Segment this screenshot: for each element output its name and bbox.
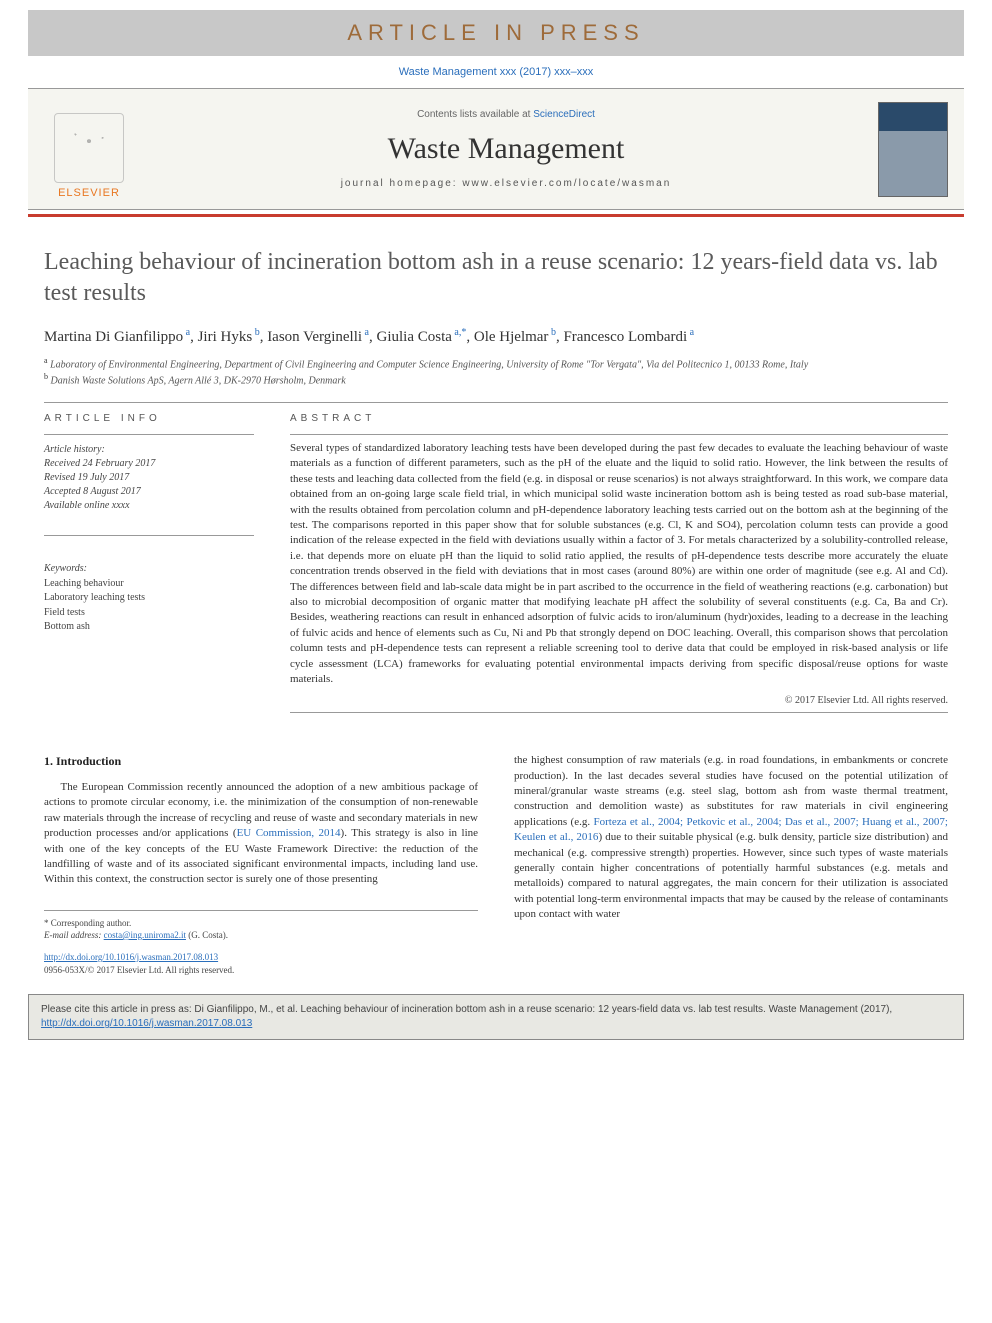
keywords-label: Keywords:: [44, 562, 254, 577]
abstract-column: abstract Several types of standardized l…: [290, 413, 948, 719]
history-received: Received 24 February 2017: [44, 457, 254, 471]
affiliation-a: a Laboratory of Environmental Engineerin…: [44, 356, 948, 372]
keyword: Leaching behaviour: [44, 577, 254, 592]
email-name: (G. Costa).: [188, 930, 228, 940]
citation-text: Please cite this article in press as: Di…: [41, 1004, 892, 1015]
corresponding-author-note: * Corresponding author.: [44, 917, 478, 929]
journal-header: ELSEVIER Contents lists available at Sci…: [28, 88, 964, 210]
doi-link[interactable]: http://dx.doi.org/10.1016/j.wasman.2017.…: [44, 952, 218, 962]
history-online: Available online xxxx: [44, 499, 254, 513]
sciencedirect-link[interactable]: ScienceDirect: [533, 109, 595, 120]
email-line: E-mail address: costa@ing.uniroma2.it (G…: [44, 929, 478, 941]
citation-link[interactable]: EU Commission, 2014: [237, 827, 341, 839]
elsevier-logo[interactable]: ELSEVIER: [44, 99, 134, 199]
publisher-name: ELSEVIER: [58, 187, 120, 199]
article-info-column: article info Article history: Received 2…: [44, 413, 254, 719]
history-revised: Revised 19 July 2017: [44, 471, 254, 485]
header-rule: [28, 214, 964, 217]
history-label: Article history:: [44, 443, 254, 457]
abstract-copyright: © 2017 Elsevier Ltd. All rights reserved…: [290, 695, 948, 706]
article-in-press-banner: ARTICLE IN PRESS: [28, 10, 964, 56]
keyword: Laboratory leaching tests: [44, 591, 254, 606]
citation-link[interactable]: Forteza et al., 2004; Petkovic et al., 2…: [514, 816, 948, 843]
authors-line: Martina Di Gianfilippo a, Jiri Hyks b, I…: [44, 327, 948, 346]
contents-available-line: Contents lists available at ScienceDirec…: [134, 109, 878, 120]
issn-copyright-line: 0956-053X/© 2017 Elsevier Ltd. All right…: [44, 965, 234, 975]
info-abstract-row: article info Article history: Received 2…: [44, 413, 948, 719]
abstract-text: Several types of standardized laboratory…: [290, 441, 948, 687]
affiliations: a Laboratory of Environmental Engineerin…: [44, 356, 948, 388]
divider: [290, 434, 948, 435]
divider: [290, 712, 948, 713]
divider: [44, 434, 254, 435]
footnotes: * Corresponding author. E-mail address: …: [44, 910, 478, 941]
journal-title: Waste Management: [134, 132, 878, 166]
header-center: Contents lists available at ScienceDirec…: [134, 109, 878, 189]
divider: [44, 402, 948, 403]
article-info-label: article info: [44, 413, 254, 424]
doi-block: http://dx.doi.org/10.1016/j.wasman.2017.…: [44, 951, 478, 976]
keyword: Bottom ash: [44, 620, 254, 635]
history-accepted: Accepted 8 August 2017: [44, 485, 254, 499]
article-title: Leaching behaviour of incineration botto…: [44, 247, 948, 309]
intro-paragraph-right: the highest consumption of raw materials…: [514, 753, 948, 922]
article-history: Article history: Received 24 February 20…: [44, 443, 254, 513]
elsevier-tree-icon: [54, 113, 124, 183]
email-label: E-mail address:: [44, 930, 101, 940]
corresponding-email-link[interactable]: costa@ing.uniroma2.it: [104, 930, 186, 940]
affiliation-b: b Danish Waste Solutions ApS, Agern Allé…: [44, 372, 948, 388]
citation-doi-link[interactable]: http://dx.doi.org/10.1016/j.wasman.2017.…: [41, 1018, 252, 1029]
body-column-left: 1. Introduction The European Commission …: [44, 753, 478, 976]
section-heading-intro: 1. Introduction: [44, 753, 478, 770]
body-columns: 1. Introduction The European Commission …: [44, 753, 948, 976]
contents-prefix: Contents lists available at: [417, 109, 533, 120]
journal-homepage-line: journal homepage: www.elsevier.com/locat…: [134, 178, 878, 189]
journal-reference: Waste Management xxx (2017) xxx–xxx: [0, 66, 992, 78]
body-column-right: the highest consumption of raw materials…: [514, 753, 948, 976]
journal-cover-thumbnail[interactable]: [878, 102, 948, 197]
divider: [44, 535, 254, 536]
article-content: Leaching behaviour of incineration botto…: [0, 247, 992, 976]
homepage-url[interactable]: www.elsevier.com/locate/wasman: [462, 178, 671, 189]
homepage-prefix: journal homepage:: [341, 178, 463, 189]
citation-box: Please cite this article in press as: Di…: [28, 994, 964, 1040]
intro-paragraph-left: The European Commission recently announc…: [44, 780, 478, 888]
keywords-block: Keywords: Leaching behaviour Laboratory …: [44, 562, 254, 635]
abstract-label: abstract: [290, 413, 948, 424]
keyword: Field tests: [44, 606, 254, 621]
